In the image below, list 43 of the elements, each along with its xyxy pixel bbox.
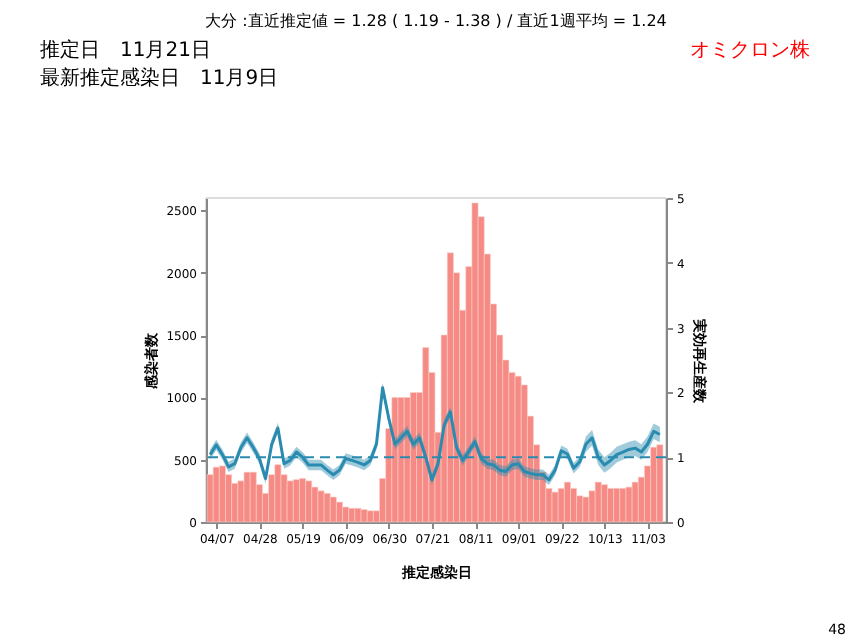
bar [274,464,282,523]
bar [366,510,374,523]
bar [360,509,368,523]
bar [656,444,664,523]
bar [397,397,405,523]
text: 推定日 11月21日 [40,38,211,62]
bar [619,488,627,523]
bar [582,496,590,523]
bar [514,375,522,523]
bar [551,491,559,523]
bar [348,507,356,523]
bar [237,480,245,523]
bar [317,490,325,523]
bar [625,486,633,523]
text: オミクロン株 [690,38,810,62]
bar [311,486,319,523]
bar [650,446,658,523]
bar [329,496,337,523]
bar [613,488,621,523]
bar [594,481,602,523]
bar [243,471,251,523]
bar [354,507,362,523]
bar [206,474,214,523]
bar [520,384,528,523]
bar [299,478,306,523]
bar [249,471,257,523]
bar [607,488,614,523]
chart-title: 大分 :直近推定値 = 1.28 ( 1.19 - 1.38 ) / 直近1週平均 = 1.24 [205,12,667,30]
bar [601,484,608,523]
bar [286,480,294,523]
bar [219,465,226,523]
bar [342,506,350,523]
bar [576,495,584,523]
bar [570,488,577,523]
bar [631,481,639,523]
text: 最新推定感染日 11月9日 [40,66,279,90]
bar [212,466,220,523]
bar [305,480,313,523]
bar [323,493,331,523]
bar [564,481,571,523]
bar [292,479,300,523]
bar [336,501,343,523]
bar [557,488,565,523]
